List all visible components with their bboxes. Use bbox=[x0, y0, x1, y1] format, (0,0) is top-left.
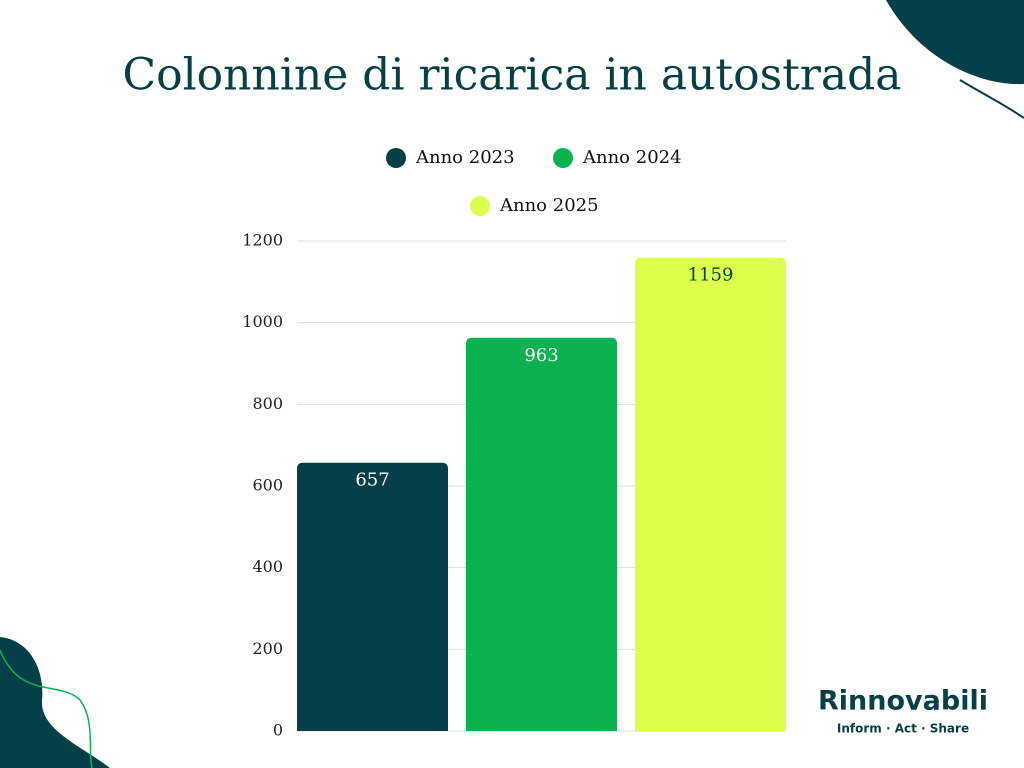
value-label: 963 bbox=[524, 345, 558, 366]
bar bbox=[297, 462, 448, 731]
legend-swatch bbox=[553, 148, 573, 168]
y-tick-label: 1200 bbox=[242, 231, 283, 250]
brand-name: Rinnovabili bbox=[818, 686, 988, 717]
value-label: 657 bbox=[355, 470, 389, 491]
value-label: 1159 bbox=[688, 265, 734, 286]
corner-shape bbox=[886, 0, 1024, 85]
chart-title: Colonnine di ricarica in autostrada bbox=[122, 50, 901, 101]
y-tick-label: 400 bbox=[252, 557, 283, 576]
brand-tagline: Inform · Act · Share bbox=[837, 722, 969, 736]
legend-label: Anno 2023 bbox=[415, 147, 515, 168]
legend-swatch bbox=[470, 196, 490, 216]
legend-swatch bbox=[386, 148, 406, 168]
corner-line bbox=[959, 79, 1024, 119]
corner-shape bbox=[0, 637, 110, 768]
y-tick-label: 800 bbox=[252, 394, 283, 413]
y-tick-label: 200 bbox=[252, 639, 283, 658]
bar bbox=[635, 257, 786, 731]
legend-label: Anno 2025 bbox=[499, 195, 599, 216]
y-tick-label: 0 bbox=[273, 721, 283, 740]
corner-line bbox=[0, 649, 93, 768]
y-tick-label: 600 bbox=[252, 476, 283, 495]
legend-label: Anno 2024 bbox=[582, 147, 682, 168]
bar bbox=[466, 337, 617, 731]
y-tick-label: 1000 bbox=[242, 312, 283, 331]
